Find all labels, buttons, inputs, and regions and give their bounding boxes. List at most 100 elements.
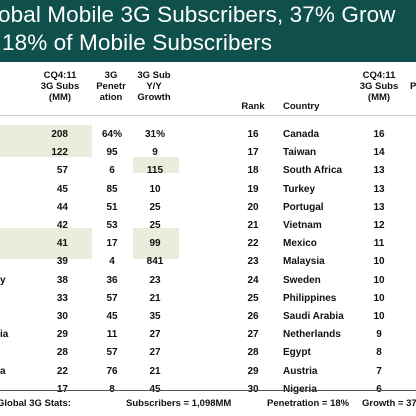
right-row-rank: 19 <box>247 184 259 195</box>
right-row-country: Portugal <box>283 202 324 213</box>
right-row-rank: 28 <box>247 347 259 358</box>
right-row-subs: 10 <box>373 275 385 286</box>
highlight-left-mid <box>0 228 92 259</box>
right-row-subs: 13 <box>373 184 385 195</box>
right-row-country: Malaysia <box>283 256 325 267</box>
right-header-subs: CQ4:11 3G Subs (MM) <box>359 70 399 103</box>
left-row-growth: 25 <box>149 220 161 231</box>
footer-growth: Growth = 37 <box>362 398 416 409</box>
left-row-subs: 42 <box>56 220 68 231</box>
right-row-subs: 10 <box>373 293 385 304</box>
left-row-label: a <box>0 366 6 377</box>
left-row-growth: 45 <box>138 384 172 395</box>
right-row-rank: 16 <box>247 129 259 140</box>
right-row-rank: 27 <box>247 329 259 340</box>
title-banner: obal Mobile 3G Subscribers, 37% Grow 18%… <box>0 0 416 62</box>
right-header-rank: Rank <box>241 101 265 112</box>
right-row-subs: 16 <box>373 129 385 140</box>
left-row-label: y <box>0 275 6 286</box>
highlight-growth-mid <box>133 228 179 259</box>
left-row-penetration: 85 <box>106 184 118 195</box>
footer-rule <box>0 390 416 391</box>
left-row-growth: 99 <box>149 238 161 249</box>
right-row-subs: 8 <box>376 347 382 358</box>
right-row-subs: 12 <box>373 220 385 231</box>
right-row-subs: 6 <box>364 384 394 395</box>
left-header-subs: CQ4:11 3G Subs (MM) <box>40 70 80 103</box>
left-row-subs: 33 <box>56 293 68 304</box>
right-row-subs: 9 <box>376 329 382 340</box>
left-row-subs: 208 <box>51 129 68 140</box>
right-row-rank: 23 <box>247 256 259 267</box>
left-row-subs: 17 <box>40 384 68 395</box>
left-row-growth: 9 <box>152 147 158 158</box>
left-row-subs: 30 <box>56 311 68 322</box>
right-header-country: Country <box>283 101 320 112</box>
footer-penetration: Penetration = 18% <box>267 398 350 409</box>
left-row-growth: 23 <box>149 275 161 286</box>
left-row-penetration: 8 <box>96 384 128 395</box>
left-header-growth: 3G Sub Y/Y Growth <box>137 70 171 103</box>
right-row-country: Egypt <box>283 347 311 358</box>
left-row-growth: 841 <box>146 256 164 267</box>
highlight-growth-3 <box>133 157 179 173</box>
right-row-subs: 10 <box>373 311 385 322</box>
left-row-penetration: 53 <box>106 220 118 231</box>
left-row-penetration: 11 <box>106 329 118 340</box>
left-row-subs: 45 <box>56 184 68 195</box>
right-row-country: Canada <box>283 129 320 140</box>
left-row-growth: 31% <box>144 129 165 140</box>
left-row-penetration: 6 <box>109 165 115 176</box>
header-rule <box>0 115 416 116</box>
right-row-country: South Africa <box>283 165 343 176</box>
right-row-subs: 13 <box>373 202 385 213</box>
right-row-rank: 21 <box>247 220 259 231</box>
right-row-rank: 22 <box>247 238 259 249</box>
left-row-subs: 41 <box>56 238 68 249</box>
left-row-penetration: 57 <box>106 293 118 304</box>
right-row-country: Nigeria <box>283 384 317 395</box>
right-row-country: Turkey <box>283 184 316 195</box>
title-line-1: obal Mobile 3G Subscribers, 37% Grow <box>0 2 396 27</box>
left-row-growth: 27 <box>149 347 161 358</box>
left-row-penetration: 57 <box>106 347 118 358</box>
right-row-subs: 7 <box>376 366 382 377</box>
right-header-cut: P <box>410 81 416 92</box>
left-row-penetration: 4 <box>109 256 115 267</box>
left-row-penetration: 45 <box>106 311 118 322</box>
footer-label: Global 3G Stats: <box>0 398 71 409</box>
left-row-penetration: 51 <box>106 202 118 213</box>
left-row-subs: 28 <box>56 347 68 358</box>
left-row-growth: 35 <box>149 311 161 322</box>
left-row-subs: 38 <box>56 275 68 286</box>
right-row-rank: 24 <box>247 275 259 286</box>
left-row-subs: 44 <box>56 202 68 213</box>
left-row-subs: 29 <box>56 329 68 340</box>
title-line-2: 18% of Mobile Subscribers <box>2 30 273 55</box>
left-row-growth: 27 <box>149 329 161 340</box>
left-row-subs: 22 <box>56 366 68 377</box>
left-row-subs: 57 <box>56 165 68 176</box>
right-row-rank: 18 <box>247 165 259 176</box>
right-row-country: Mexico <box>283 238 317 249</box>
left-row-growth: 21 <box>149 366 161 377</box>
left-row-growth: 115 <box>146 165 164 176</box>
right-row-rank: 17 <box>247 147 259 158</box>
left-row-growth: 10 <box>149 184 161 195</box>
right-row-rank: 30 <box>240 384 266 395</box>
left-row-subs: 122 <box>51 147 68 158</box>
right-row-rank: 29 <box>247 366 259 377</box>
right-row-subs: 13 <box>373 165 385 176</box>
right-row-rank: 25 <box>247 293 259 304</box>
right-row-country: Saudi Arabia <box>283 311 344 322</box>
right-row-country: Austria <box>283 366 318 377</box>
left-row-penetration: 64% <box>101 129 122 140</box>
right-row-subs: 10 <box>373 256 385 267</box>
left-row-subs: 39 <box>56 256 68 267</box>
footer-subscribers: Subscribers = 1,098MM <box>126 398 232 409</box>
left-row-penetration: 17 <box>106 238 118 249</box>
right-row-country: Sweden <box>283 275 321 286</box>
right-row-country: Philippines <box>283 293 337 304</box>
right-row-country: Taiwan <box>283 147 317 158</box>
right-row-subs: 14 <box>373 147 385 158</box>
